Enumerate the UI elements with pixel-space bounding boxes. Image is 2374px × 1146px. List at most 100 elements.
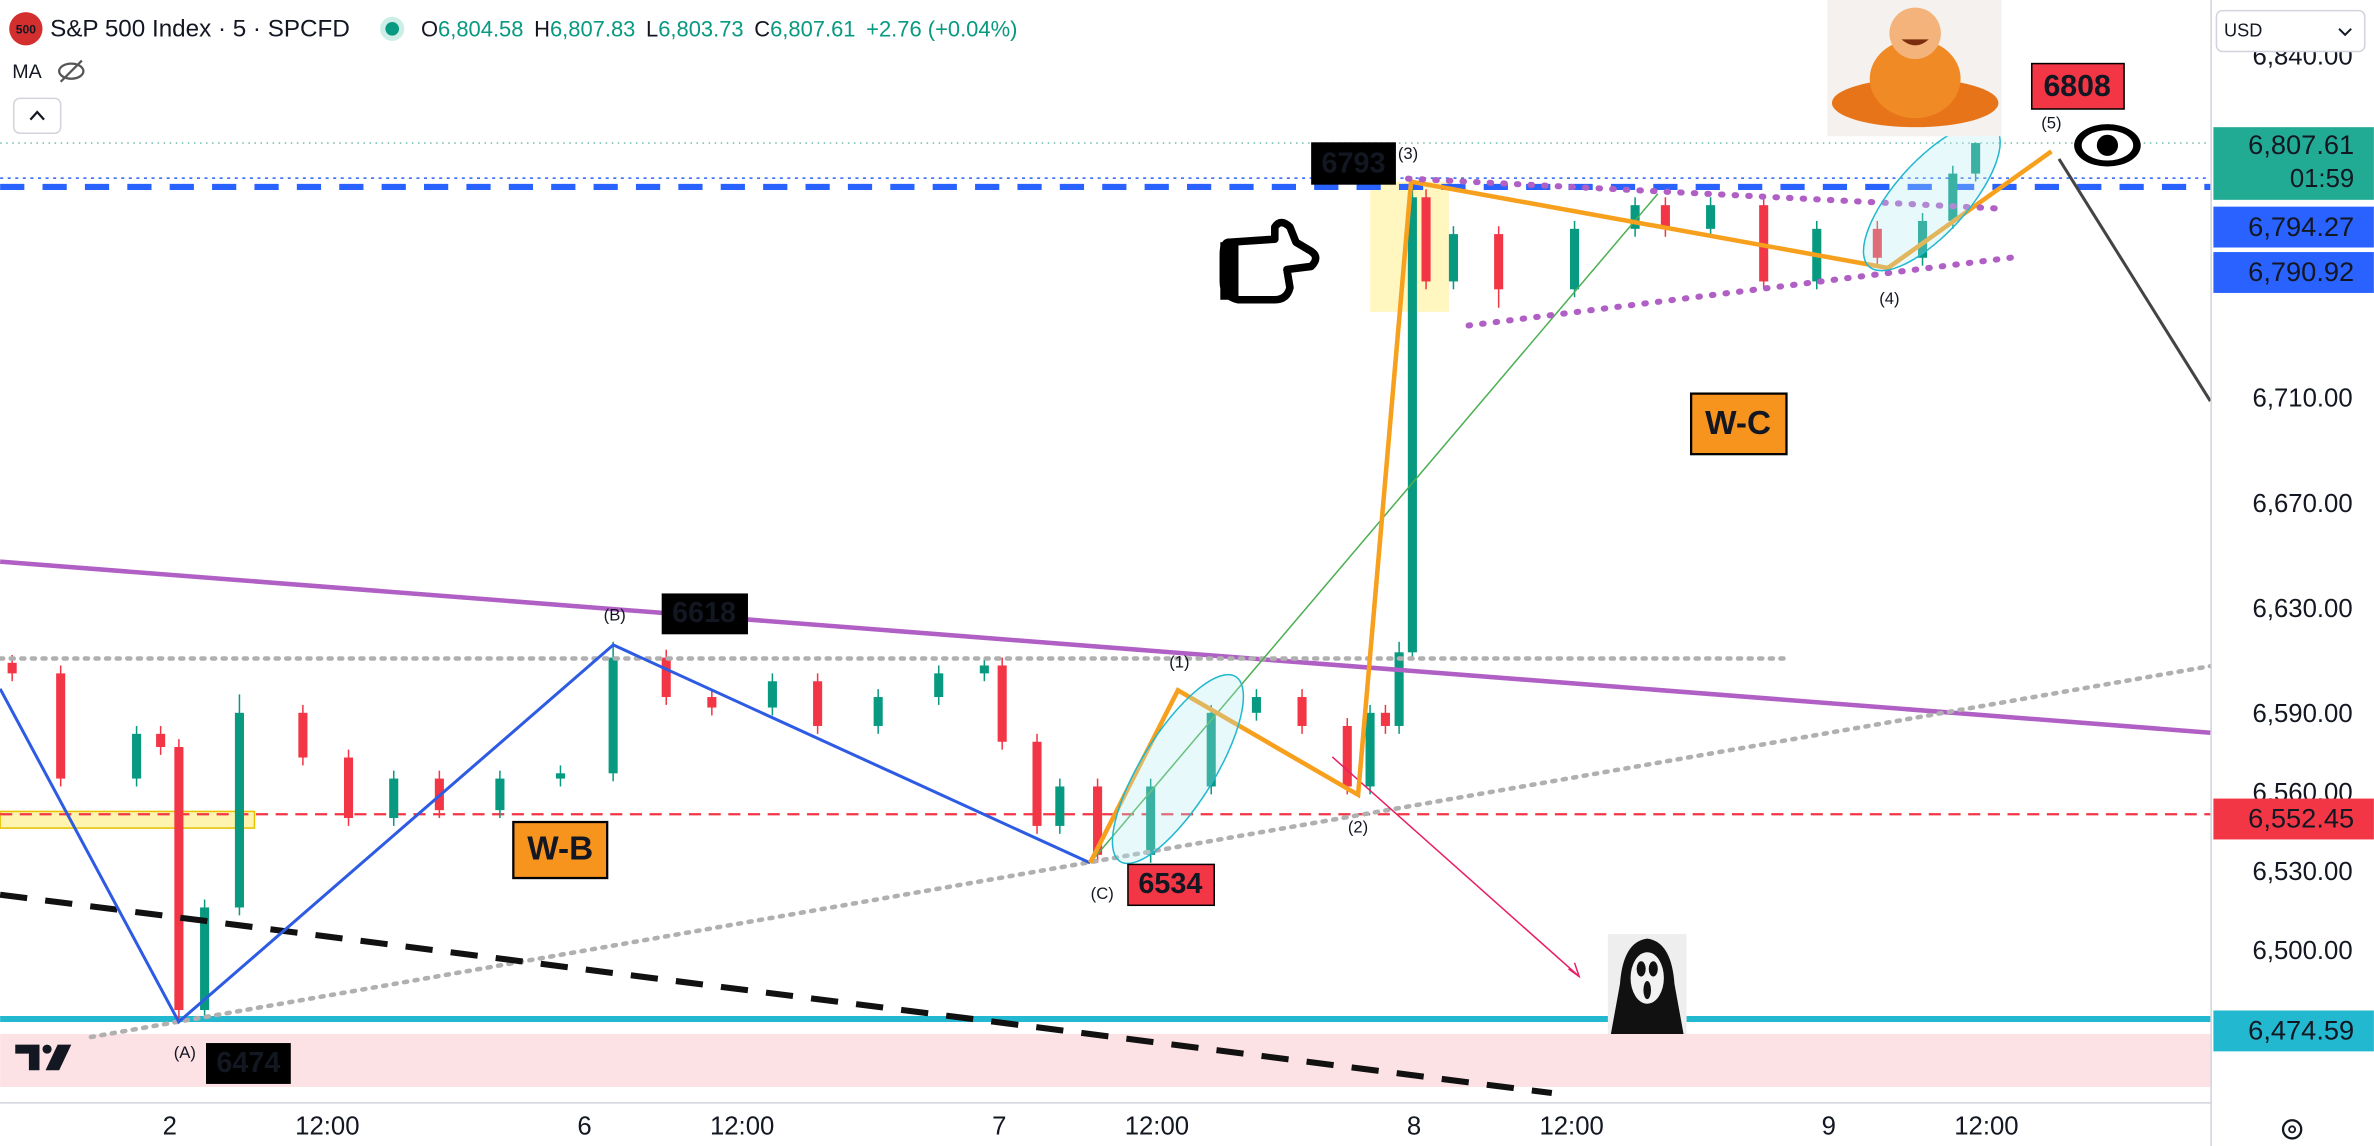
- candle-body: [1872, 228, 1882, 258]
- candle-body: [56, 673, 66, 779]
- support-line: [88, 663, 2213, 1040]
- hand-cuff: [1220, 242, 1239, 300]
- mask-eye: [1636, 961, 1646, 977]
- eye-slash[interactable]: [58, 62, 85, 80]
- currency-chevron[interactable]: [2338, 28, 2352, 37]
- abc-wave: [0, 643, 1091, 1025]
- smile: [1901, 39, 1929, 46]
- wave-label: (2): [1348, 817, 1368, 836]
- x-tick-label: 12:00: [295, 1113, 359, 1141]
- price-box: [1127, 863, 1216, 907]
- price-tag-text: 6,552.45: [2248, 803, 2354, 834]
- price-box-text: 6474: [216, 1047, 280, 1079]
- wave-label: (3): [1398, 144, 1418, 163]
- candle-body: [1297, 697, 1307, 726]
- wave-label: (4): [1879, 289, 1899, 308]
- green-line: [1089, 193, 1659, 864]
- collapse-button[interactable]: [12, 97, 62, 134]
- ohlc: O6,804.58 H6,807.83 L6,803.73 C6,807.61 …: [421, 16, 1017, 41]
- ohlc-key: L: [646, 16, 658, 41]
- price-tag-text: 6,794.27: [2248, 211, 2354, 242]
- symbol-logo: [9, 12, 43, 46]
- x-tick-label: 2: [163, 1113, 177, 1141]
- price-lines: [0, 142, 2211, 1023]
- price-tags: 6,807.61 01:59 6,794.27 6,790.92 6,552.45 6,4…: [2213, 127, 2374, 1052]
- price-tag-text: 6,474.59: [2248, 1015, 2354, 1046]
- currency-button[interactable]: [2215, 9, 2366, 53]
- x-tick-label: 12:00: [1954, 1113, 2018, 1141]
- price-tag: [2213, 127, 2374, 200]
- logo-part: [45, 1044, 72, 1071]
- candle-body: [707, 697, 717, 708]
- candle-body: [873, 697, 883, 726]
- x-tick-label: 12:00: [1539, 1113, 1603, 1141]
- candle-body: [495, 778, 505, 811]
- settings-button[interactable]: [2281, 1119, 2303, 1140]
- candle-body: [132, 733, 142, 779]
- mask-eye: [1648, 961, 1658, 977]
- button-chevron[interactable]: [29, 110, 45, 121]
- x-tick-label: 8: [1407, 1113, 1421, 1141]
- ohlc-value: 6,807.83: [550, 16, 635, 41]
- candle-body: [1146, 786, 1156, 855]
- wave-box: [512, 820, 609, 880]
- yellow-zone: [0, 810, 256, 829]
- candle-body: [555, 773, 566, 779]
- head: [1889, 7, 1941, 60]
- y-tick-label: 6,630.00: [2253, 595, 2353, 623]
- gear-hub[interactable]: [2288, 1125, 2297, 1134]
- ohlc-key: H: [534, 16, 550, 41]
- currency-label[interactable]: USD: [2224, 21, 2262, 41]
- pink-arrow: [1331, 756, 1580, 978]
- candle-body: [813, 681, 823, 726]
- candle-body: [661, 657, 671, 698]
- candle-body: [1448, 234, 1458, 282]
- candle-body: [997, 665, 1007, 742]
- symbol-title: S&P 500 Index · 5 · SPCFD: [50, 16, 350, 43]
- price-box-text: 6618: [672, 597, 736, 629]
- candle-body: [1971, 143, 1981, 174]
- dashed-trend: [0, 891, 1553, 1097]
- eye-pupil: [2096, 134, 2119, 156]
- candle-body: [1948, 173, 1958, 221]
- button-frame[interactable]: [12, 97, 62, 134]
- price-tag: [2213, 1010, 2374, 1052]
- gear[interactable]: [2281, 1119, 2303, 1140]
- ohlc-key: O: [421, 16, 438, 41]
- candle-body: [1660, 205, 1670, 229]
- indicator-name: MA: [12, 61, 42, 83]
- wave-label: (A): [174, 1043, 196, 1062]
- price-tag-text: 6,807.61: [2248, 129, 2354, 160]
- candle-body: [1206, 712, 1216, 787]
- pink-arrow-head: [1568, 962, 1581, 979]
- impulse-wave: [1088, 149, 2053, 864]
- price-box: [661, 593, 748, 635]
- currency-select[interactable]: USD: [2215, 9, 2366, 53]
- price-tag: [2213, 206, 2374, 248]
- candle-body: [1630, 205, 1640, 229]
- target-box: [2030, 62, 2125, 110]
- x-tick-label: 6: [577, 1113, 591, 1141]
- price-tag: [2213, 252, 2374, 293]
- candle-body: [156, 733, 166, 748]
- x-tick-label: 12:00: [710, 1113, 774, 1141]
- price-box-text: 6534: [1138, 868, 1202, 900]
- candle-body: [767, 681, 777, 708]
- y-tick-label: 6,530.00: [2253, 858, 2353, 886]
- candle-body: [1093, 786, 1103, 855]
- wave-label: (5): [2041, 114, 2061, 133]
- candles: [7, 142, 1981, 1021]
- channel-bottom: [1465, 254, 2017, 329]
- price-tag-text: 6,790.92: [2248, 256, 2354, 287]
- symbol-logo-text: 500: [16, 22, 36, 36]
- candle-body: [1380, 712, 1390, 726]
- candle-body: [1394, 652, 1404, 726]
- candle-body: [1421, 197, 1431, 282]
- buddha-image: [1827, 0, 2002, 137]
- visibility-toggle[interactable]: [58, 59, 85, 83]
- candle-body: [934, 673, 944, 698]
- eye-slash-bar[interactable]: [59, 59, 83, 83]
